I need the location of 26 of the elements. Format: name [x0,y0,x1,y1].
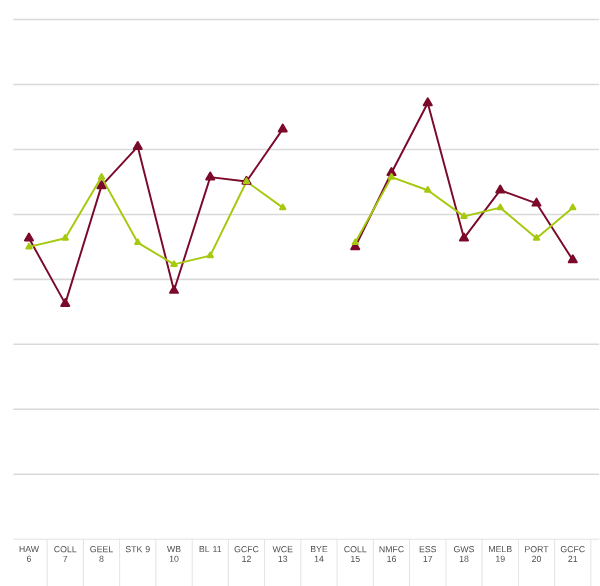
point [458,232,470,242]
point [424,185,432,193]
point [134,238,142,245]
point [387,172,396,180]
point [460,212,468,219]
point [60,297,71,307]
point [132,140,143,150]
point [569,203,577,210]
point [496,203,504,210]
point [279,203,287,210]
point [96,179,107,189]
point [206,251,214,258]
point [495,184,506,194]
point [168,284,180,294]
point [567,254,578,264]
point [97,172,106,180]
point [422,97,433,107]
point [61,233,69,241]
point [532,233,541,241]
point [23,232,35,242]
point [531,197,542,207]
point [170,260,178,267]
point [205,171,216,181]
point [25,242,33,250]
point [351,238,359,245]
point [277,123,288,133]
